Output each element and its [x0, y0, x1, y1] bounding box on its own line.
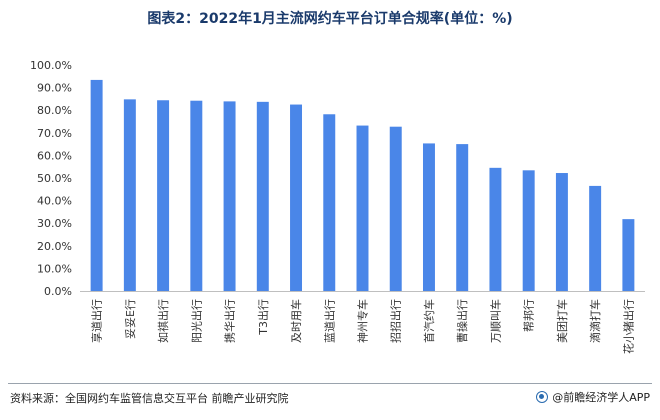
bars — [90, 79, 635, 292]
bar — [422, 143, 435, 291]
x-category-label: 及时用车 — [289, 299, 303, 343]
bar — [123, 99, 136, 292]
y-tick-label: 80.0% — [37, 104, 72, 117]
x-category-label: 帮邦行 — [523, 299, 536, 332]
bar — [522, 170, 535, 291]
bar — [555, 173, 568, 291]
bar — [489, 167, 502, 291]
x-category-label: 妥妥E行 — [124, 299, 137, 339]
x-axis-labels: 享道出行 妥妥E行 如祺出行 阳光出行 携华出行 T3出行 及时用车 蓝道出行 神州专车 招招出行… — [90, 299, 636, 354]
x-category-label: 招招出行 — [389, 299, 403, 343]
y-tick-label: 100.0% — [30, 59, 72, 72]
bar — [223, 101, 236, 291]
bar — [90, 79, 103, 291]
x-category-label: 曹操出行 — [455, 299, 469, 343]
bar — [589, 185, 602, 291]
bar — [323, 114, 336, 291]
bar — [256, 101, 269, 291]
x-category-label: T3出行 — [256, 299, 270, 336]
y-axis-ticks: 0.0% 10.0% 20.0% 30.0% 40.0% 50.0% 60.0% 70.0% 8… — [30, 59, 72, 298]
y-tick-label: 20.0% — [37, 240, 72, 253]
x-category-label: 神州专车 — [356, 299, 370, 343]
y-tick-label: 50.0% — [37, 172, 72, 185]
y-tick-label: 70.0% — [37, 127, 72, 140]
x-category-label: 花小猪出行 — [621, 299, 635, 354]
x-category-label: 阳光出行 — [189, 299, 203, 343]
x-category-label: 享道出行 — [90, 299, 104, 343]
bar — [190, 100, 203, 291]
brand-credit: @前瞻经济学人APP — [536, 389, 650, 405]
y-tick-label: 60.0% — [37, 149, 72, 162]
y-tick-label: 90.0% — [37, 82, 72, 95]
bar — [622, 219, 635, 291]
brand-text: @前瞻经济学人APP — [552, 391, 650, 404]
x-category-label: 美团打车 — [555, 299, 569, 343]
x-category-label: 蓝道出行 — [322, 299, 336, 343]
y-tick-label: 40.0% — [37, 195, 72, 208]
bar — [389, 126, 402, 291]
brand-logo-icon — [536, 391, 549, 403]
chart-title: 图表2：2022年1月主流网约车平台订单合规率(单位：%) — [147, 11, 513, 27]
source-note: 资料来源：全国网约车监管信息交互平台 前瞻产业研究院 — [10, 392, 289, 405]
x-category-label: 首汽约车 — [422, 299, 436, 343]
bar — [290, 104, 303, 291]
x-category-label: 万顺叫车 — [488, 299, 502, 343]
bar — [157, 100, 170, 291]
y-tick-label: 30.0% — [37, 217, 72, 230]
y-tick-label: 0.0% — [44, 285, 72, 298]
bar — [356, 125, 369, 292]
footer-divider — [8, 383, 652, 384]
y-tick-label: 10.0% — [37, 262, 72, 275]
x-category-label: 如祺出行 — [156, 299, 170, 343]
x-category-label: 携华出行 — [223, 299, 237, 343]
bar — [456, 144, 469, 291]
x-category-label: 滴滴打车 — [588, 299, 602, 343]
